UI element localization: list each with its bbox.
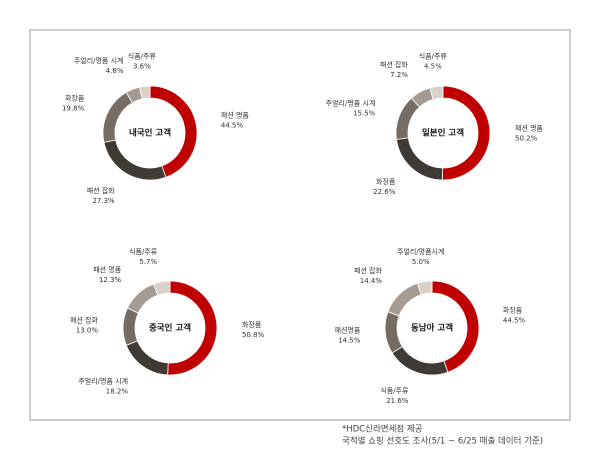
donut-slice — [384, 311, 403, 354]
footnote: 국적별 쇼핑 선호도 조사(5/1 ~ 6/25 매출 데이터 기준) — [342, 436, 543, 447]
donut-slice — [416, 280, 433, 296]
slice-label: 패션 잡화 — [87, 186, 116, 195]
donut-slice — [153, 280, 171, 296]
slice-label: 화장품 — [503, 306, 523, 315]
value-label: 50.8% — [242, 331, 265, 339]
donut-slice — [387, 282, 422, 317]
donut-slice — [391, 346, 449, 376]
slice-label: 주얼리/명품 시계 — [78, 377, 128, 386]
slice-label: 패션 잡화 — [354, 266, 383, 275]
center-title: 동남아 고객 — [411, 323, 453, 334]
value-label: 4.5% — [424, 63, 442, 71]
donut-slice — [122, 307, 139, 346]
value-label: 27.3% — [92, 197, 115, 205]
center-title: 내국인 고객 — [129, 128, 171, 139]
donut-slice — [395, 97, 421, 140]
donut-slice — [102, 91, 133, 143]
value-label: 18.2% — [106, 388, 129, 396]
donut-slice — [126, 283, 159, 314]
value-label: 15.5% — [353, 109, 376, 117]
donut-slice — [395, 137, 443, 181]
slice-label: 주얼리/명품시계 — [397, 247, 444, 256]
value-label: 4.8% — [106, 67, 124, 75]
value-label: 14.4% — [360, 277, 383, 285]
center-title: 일본인 고객 — [422, 128, 464, 139]
donut-slice — [138, 85, 151, 100]
value-label: 5.7% — [139, 258, 157, 266]
value-label: 44.5% — [221, 122, 244, 130]
donut-slice — [429, 85, 444, 100]
value-label: 3.6% — [133, 62, 151, 70]
slice-label: 패션 잡화 — [380, 60, 409, 69]
slice-label: 패션 명품 — [93, 265, 122, 274]
value-label: 12.3% — [99, 276, 122, 284]
center-title: 중국인 고객 — [149, 323, 191, 334]
value-label: 5.0% — [412, 258, 430, 266]
value-label: 14.5% — [338, 336, 361, 344]
slice-label: 패션 명품 — [221, 111, 250, 120]
value-label: 7.2% — [390, 71, 408, 79]
value-label: 44.5% — [503, 317, 526, 325]
slice-label: 식품/주류 — [419, 52, 448, 61]
slice-label: 주얼리/명품 시계 — [326, 98, 376, 107]
value-label: 22.6% — [373, 188, 396, 196]
frame — [29, 29, 571, 421]
slice-label: 식품/주류 — [129, 247, 158, 256]
slice-label: 식품/주류 — [380, 386, 409, 395]
slice-label: 패션명품 — [335, 325, 361, 334]
slice-label: 화장품 — [65, 94, 85, 103]
value-label: 21.6% — [386, 397, 409, 405]
donut-slice — [125, 340, 169, 376]
slice-label: 식품/주류 — [128, 51, 157, 60]
slice-label: 화장품 — [242, 320, 262, 329]
slice-label: 주얼리/명품 시계 — [74, 56, 124, 65]
slice-label: 패션 명품 — [515, 123, 544, 132]
value-label: 13.0% — [76, 327, 99, 335]
slice-label: 패션 잡화 — [70, 316, 99, 325]
donut-slice — [103, 139, 167, 181]
slice-label: 화장품 — [376, 177, 396, 186]
footnote: *HDC신라면세점 제공 — [342, 424, 423, 435]
value-label: 19.8% — [62, 105, 85, 113]
value-label: 50.2% — [515, 134, 538, 142]
